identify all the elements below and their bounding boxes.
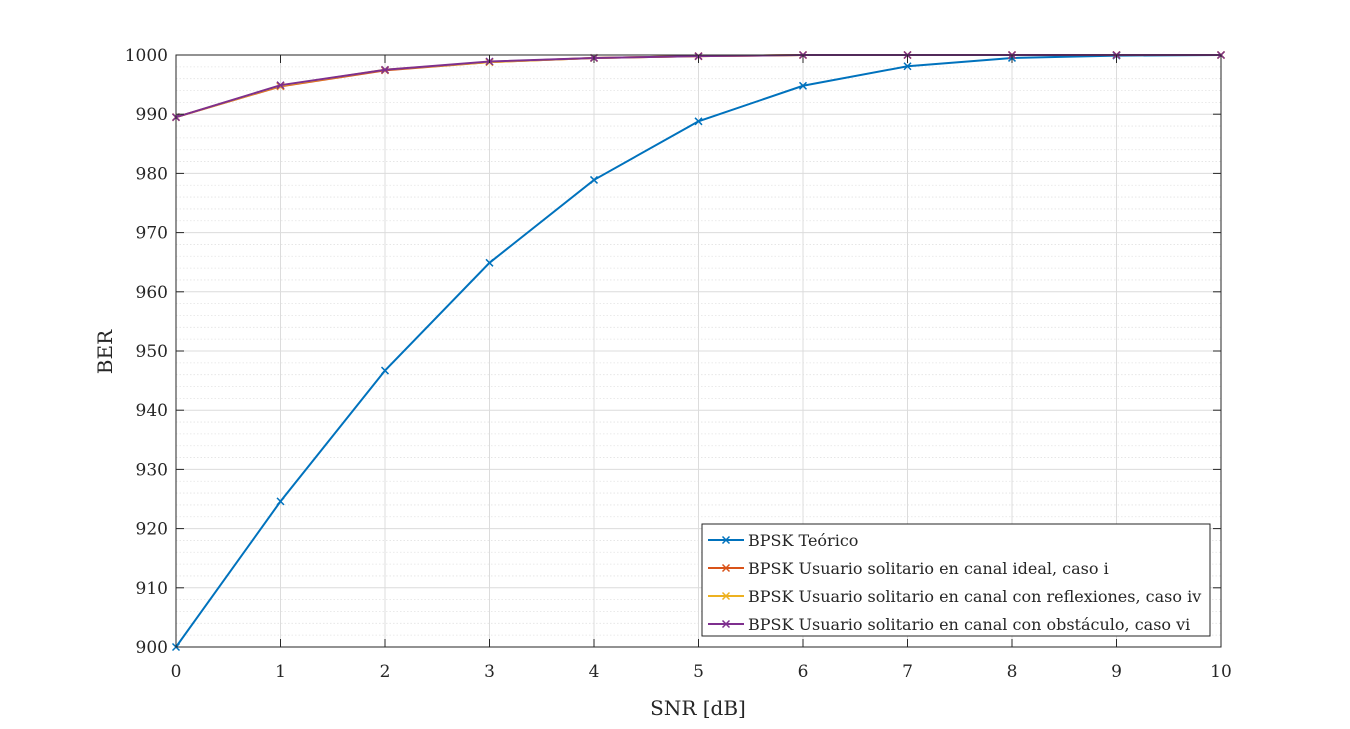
y-tick-label: 920: [136, 520, 168, 540]
y-tick-label: 1000: [125, 46, 168, 66]
data-point: [485, 258, 494, 267]
y-axis-label: BER: [93, 329, 117, 374]
legend-entry: BPSK Usuario solitario en canal ideal, c…: [708, 559, 1109, 578]
data-point: [798, 81, 808, 90]
legend-box: [701, 523, 1211, 637]
y-tick-label: 940: [136, 401, 168, 421]
data-point: [589, 175, 599, 184]
x-tick-label: 0: [171, 662, 182, 682]
y-tick-label: 930: [136, 460, 168, 480]
x-tick-label: 8: [1007, 662, 1018, 682]
legend-entry: BPSK Teórico: [708, 531, 858, 550]
y-tick-label: 980: [136, 164, 168, 184]
y-tick-label: 970: [136, 224, 168, 244]
data-point: [903, 62, 912, 71]
legend-swatch-marker: [721, 591, 731, 601]
data-point: [276, 497, 285, 506]
tick-labels: 0 1 2 3 4 5 6 7 8 9 109009109209309409509609709809…: [125, 46, 1232, 682]
legend-swatch-marker: [721, 619, 731, 629]
legend-swatch-marker: [721, 563, 731, 573]
x-axis-label: SNR [dB]: [650, 696, 746, 720]
x-tick-label: 5: [693, 662, 704, 682]
legend-label: BPSK Usuario solitario en canal ideal, c…: [748, 559, 1109, 578]
x-tick-label: 10: [1210, 662, 1232, 682]
legend-swatch-marker: [721, 535, 731, 545]
legend: BPSK Teórico BPSK Usuario solitario en ca…: [701, 523, 1211, 637]
y-tick-label: 960: [136, 283, 168, 303]
legend-label: BPSK Teórico: [748, 531, 858, 550]
data-point: [380, 366, 390, 375]
x-tick-label: 7: [902, 662, 913, 682]
data-point: [380, 65, 390, 74]
legend-label: BPSK Usuario solitario en canal con refl…: [748, 587, 1201, 606]
data-point: [276, 81, 285, 90]
y-tick-label: 910: [136, 579, 168, 599]
x-tick-label: 6: [798, 662, 809, 682]
y-tick-label: 900: [136, 638, 168, 658]
legend-entry: BPSK Usuario solitario en canal con refl…: [708, 587, 1201, 606]
x-tick-label: 3: [484, 662, 495, 682]
data-point: [694, 117, 703, 126]
x-tick-label: 1: [275, 662, 286, 682]
y-tick-label: 990: [136, 105, 168, 125]
x-tick-label: 9: [1111, 662, 1122, 682]
x-tick-label: 4: [589, 662, 600, 682]
x-tick-label: 2: [380, 662, 391, 682]
y-tick-label: 950: [136, 342, 168, 362]
axes-box: [175, 54, 1222, 648]
legend-label: BPSK Usuario solitario en canal con obst…: [748, 615, 1190, 634]
legend-entry: BPSK Usuario solitario en canal con obst…: [708, 615, 1190, 634]
